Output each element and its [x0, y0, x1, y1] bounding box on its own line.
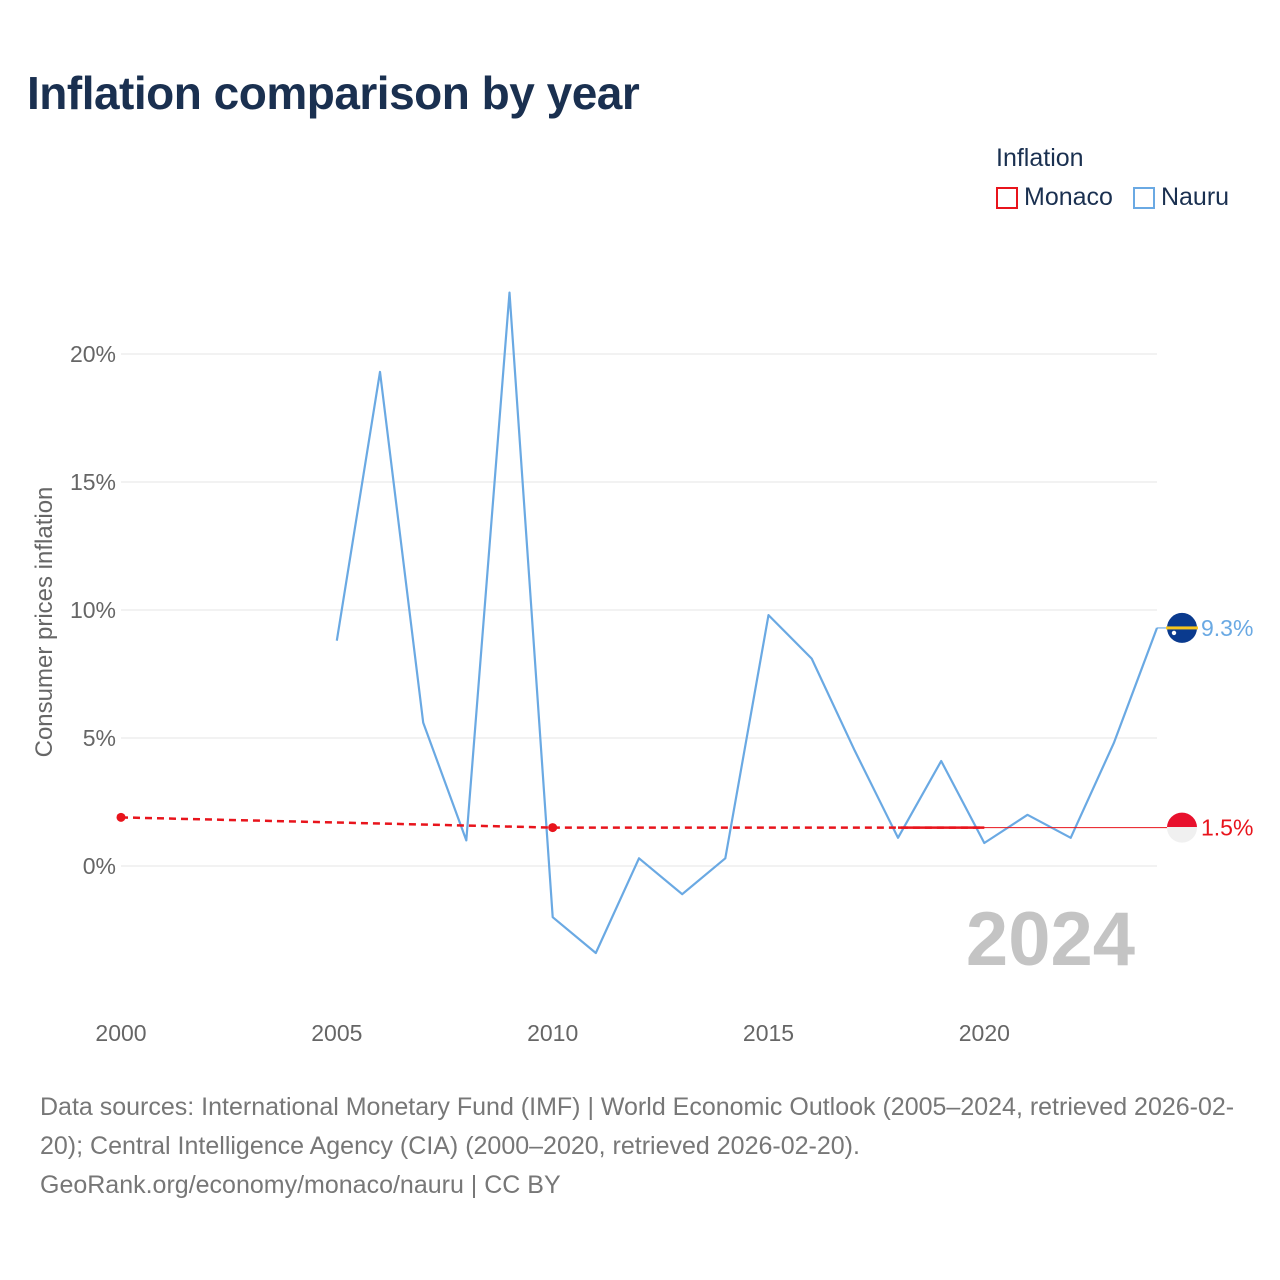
monaco-last-value-label: 1.5%	[1201, 815, 1253, 841]
year-watermark: 2024	[966, 897, 1135, 982]
credit-link[interactable]: GeoRank.org/economy/monaco/nauru | CC BY	[40, 1171, 561, 1199]
legend: Inflation Monaco Nauru	[996, 144, 1229, 212]
line-chart: 0% 5% 10% 15% 20% 2000 2005 2010 2015 2020 9.3% 1.…	[31, 291, 1253, 1046]
data-point-monaco	[116, 812, 126, 822]
data-point-monaco	[548, 823, 558, 833]
series-line-nauru	[335, 291, 1159, 955]
x-tick-label: 2000	[95, 1020, 146, 1046]
x-tick-label: 2020	[959, 1020, 1010, 1046]
y-tick-label: 0%	[83, 853, 116, 879]
legend-title: Inflation	[996, 144, 1084, 172]
data-sources-note: Data sources: International Monetary Fun…	[40, 1093, 1235, 1160]
legend-item-monaco[interactable]: Monaco	[996, 183, 1113, 212]
nauru-flag-stripe	[1166, 626, 1198, 630]
x-tick-label: 2005	[311, 1020, 362, 1046]
x-tick-label: 2010	[527, 1020, 578, 1046]
legend-swatch-nauru	[1132, 186, 1155, 209]
y-tick-label: 20%	[70, 341, 116, 367]
y-tick-label: 5%	[83, 725, 116, 751]
y-tick-label: 15%	[70, 469, 116, 495]
legend-label-nauru: Nauru	[1160, 183, 1230, 211]
y-axis-label: Consumer prices inflation	[31, 487, 58, 758]
legend-swatch-monaco	[996, 186, 1018, 209]
nauru-flag-star	[1171, 630, 1177, 636]
footer: Data sources: International Monetary Fun…	[40, 1088, 1250, 1205]
y-tick-label: 10%	[70, 597, 116, 623]
legend-label-monaco: Monaco	[1024, 183, 1113, 211]
monaco-flag-red-half	[1167, 812, 1197, 827]
legend-item-nauru[interactable]: Nauru	[1132, 183, 1230, 212]
chart-title: Inflation comparison by year	[27, 67, 640, 119]
x-tick-label: 2015	[743, 1020, 794, 1046]
nauru-last-value-label: 9.3%	[1201, 615, 1253, 641]
